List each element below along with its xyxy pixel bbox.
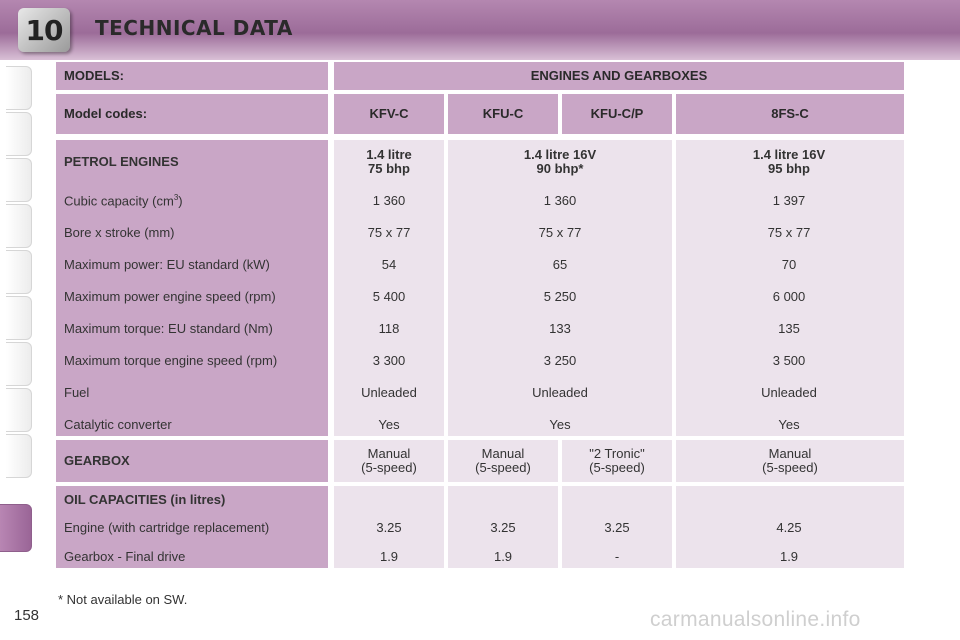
spec-value: 1 397	[772, 193, 806, 208]
spec-value: Yes	[778, 417, 800, 432]
page-number: 158	[14, 607, 40, 624]
oil-label: Gearbox - Final drive	[64, 549, 186, 564]
spec-value: 1 360	[372, 193, 406, 208]
gearbox-label: GEARBOX	[56, 440, 328, 482]
spec-value: 135	[778, 321, 800, 336]
watermark: carmanualsonline.info	[650, 608, 861, 631]
spec-value: 75 x 77	[367, 225, 411, 240]
chapter-tab[interactable]	[6, 204, 32, 248]
model-code: KFU-C	[448, 94, 558, 134]
spec-value: 5 400	[372, 289, 406, 304]
engine-heading: 1.4 litre 75 bhp	[366, 147, 412, 176]
chapter-tab[interactable]	[6, 250, 32, 294]
spec-value: 1 360	[543, 193, 577, 208]
chapter-tab[interactable]	[6, 342, 32, 386]
spec-value: 70	[781, 257, 797, 272]
chapter-tab[interactable]	[6, 112, 32, 156]
oil-value: 3.25	[490, 520, 516, 535]
spec-label: Maximum power: EU standard (kW)	[64, 257, 270, 272]
header-band: 10 TECHNICAL DATA	[0, 0, 960, 60]
spec-value: 3 250	[543, 353, 577, 368]
spec-value: Unleaded	[532, 385, 588, 400]
chapter-tab[interactable]	[6, 434, 32, 478]
technical-data-table: MODELS: ENGINES AND GEARBOXES Model code…	[56, 62, 904, 568]
chapter-tab[interactable]	[6, 158, 32, 202]
chapter-tab-active[interactable]	[0, 504, 32, 552]
spec-value: Unleaded	[361, 385, 417, 400]
chapter-tab[interactable]	[6, 296, 32, 340]
engine-heading: 1.4 litre 16V 95 bhp	[752, 147, 826, 176]
engine-col-3	[676, 140, 904, 436]
engines-gearboxes-header: ENGINES AND GEARBOXES	[334, 62, 904, 90]
spec-value: 65	[552, 257, 568, 272]
petrol-engines-label: PETROL ENGINES	[64, 154, 179, 169]
spec-label: Cubic capacity (cm3)	[64, 193, 183, 209]
oil-value: 1.9	[493, 549, 513, 564]
model-code: 8FS-C	[676, 94, 904, 134]
chapter-tab[interactable]	[6, 388, 32, 432]
spec-value: Yes	[378, 417, 400, 432]
oil-label: Engine (with cartridge replacement)	[64, 520, 270, 535]
chapter-tab[interactable]	[6, 66, 32, 110]
gearbox-value: Manual (5-speed)	[448, 440, 558, 482]
gearbox-value: Manual (5-speed)	[334, 440, 444, 482]
model-codes-label: Model codes:	[56, 94, 328, 134]
page-title: TECHNICAL DATA	[95, 16, 293, 40]
spec-value: 133	[549, 321, 571, 336]
oil-col	[334, 486, 444, 568]
oil-value: 3.25	[604, 520, 630, 535]
spec-value: Yes	[549, 417, 571, 432]
chapter-badge: 10	[18, 8, 70, 52]
models-header: MODELS:	[56, 62, 328, 90]
spec-label: Maximum torque engine speed (rpm)	[64, 353, 278, 368]
engine-heading: 1.4 litre 16V 90 bhp*	[523, 147, 597, 176]
model-code: KFV-C	[334, 94, 444, 134]
oil-col	[562, 486, 672, 568]
oil-col	[676, 486, 904, 568]
gearbox-value: "2 Tronic" (5-speed)	[562, 440, 672, 482]
petrol-label-block	[56, 140, 328, 436]
oil-capacities-label: OIL CAPACITIES (in litres)	[64, 492, 226, 507]
spec-value: 3 300	[372, 353, 406, 368]
spec-label: Catalytic converter	[64, 417, 172, 432]
spec-value: 5 250	[543, 289, 577, 304]
spec-value: 3 500	[772, 353, 806, 368]
spec-label: Maximum power engine speed (rpm)	[64, 289, 276, 304]
spec-label: Bore x stroke (mm)	[64, 225, 175, 240]
oil-label-block	[56, 486, 328, 568]
spec-value: 75 x 77	[538, 225, 582, 240]
model-code: KFU-C/P	[562, 94, 672, 134]
spec-value: 75 x 77	[767, 225, 811, 240]
spec-value: Unleaded	[761, 385, 817, 400]
chapter-tabs	[0, 62, 34, 574]
oil-value: 4.25	[776, 520, 802, 535]
oil-value: 1.9	[379, 549, 399, 564]
oil-value: 1.9	[779, 549, 799, 564]
footnote: * Not available on SW.	[58, 592, 188, 607]
oil-value: 3.25	[376, 520, 402, 535]
gearbox-value: Manual (5-speed)	[676, 440, 904, 482]
oil-col	[448, 486, 558, 568]
oil-value: -	[614, 549, 620, 564]
engine-col-2	[448, 140, 672, 436]
spec-label: Maximum torque: EU standard (Nm)	[64, 321, 273, 336]
spec-label: Fuel	[64, 385, 90, 400]
spec-value: 6 000	[772, 289, 806, 304]
engine-col-1	[334, 140, 444, 436]
spec-value: 118	[378, 321, 400, 336]
spec-value: 54	[381, 257, 397, 272]
